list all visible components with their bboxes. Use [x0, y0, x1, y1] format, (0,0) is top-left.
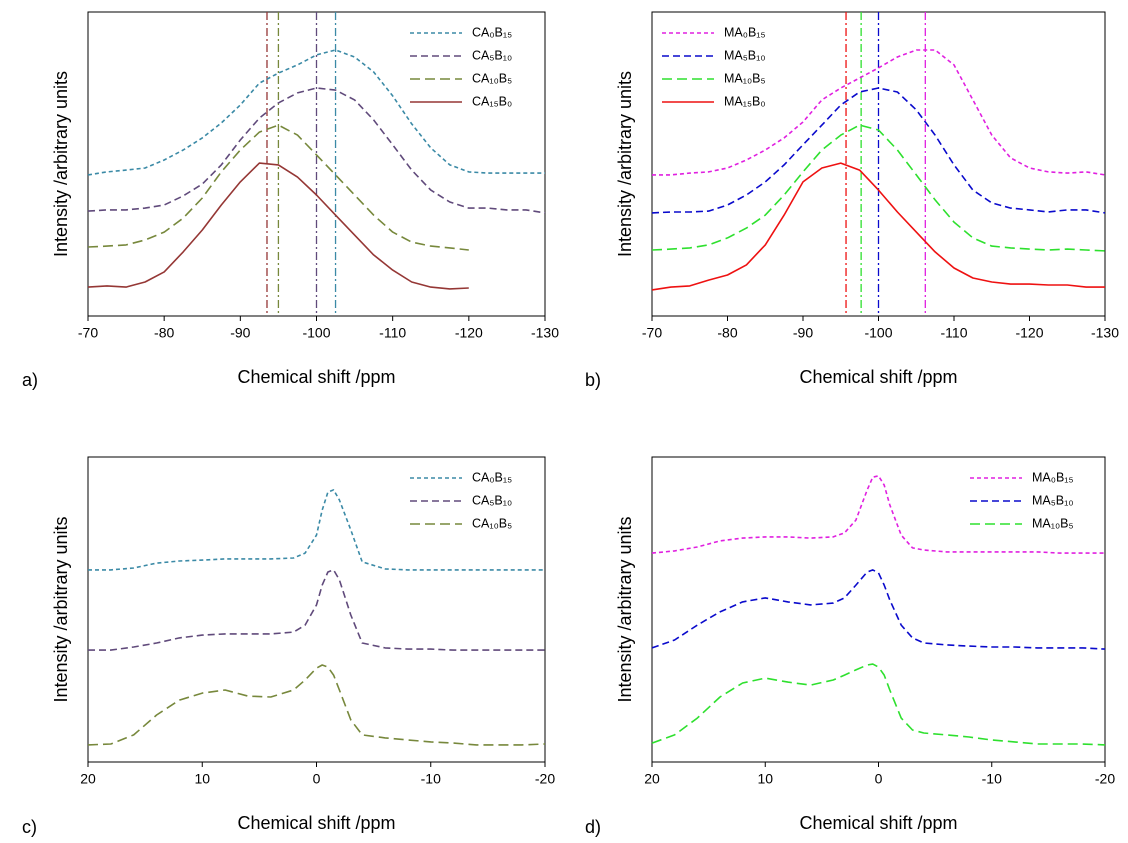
panel: -70 -80 -90 -100 -110 -120 -130 Chemical shift …: [585, 11, 1119, 390]
x-tick-label: -110: [379, 325, 406, 341]
legend-label: MA₀B₁₅: [724, 25, 766, 39]
x-tick-label: 10: [194, 771, 210, 787]
x-tick-label: -90: [793, 325, 813, 341]
legend-label: MA₁₀B₅: [724, 71, 766, 85]
y-axis-title: Intensity /arbitrary units: [615, 71, 635, 257]
legend-label: CA₁₅B₀: [472, 94, 512, 108]
panel: -70 -80 -90 -100 -110 -120 -130 Chemical shift …: [22, 11, 559, 390]
legend-label: CA₀B₁₅: [472, 25, 512, 39]
series-line: [651, 569, 1106, 650]
panel-label: b): [585, 370, 601, 390]
legend-label: MA₅B₁₀: [724, 48, 766, 62]
y-axis-title: Intensity /arbitrary units: [615, 516, 635, 702]
y-axis-title: Intensity /arbitrary units: [51, 516, 71, 702]
x-tick-label: 0: [313, 771, 321, 787]
panel-label: c): [22, 817, 37, 837]
x-tick-label: 20: [644, 771, 660, 787]
series-line: [651, 663, 1106, 746]
x-tick-label: -120: [455, 325, 483, 341]
x-axis-title: Chemical shift /ppm: [799, 813, 957, 833]
series-line: [87, 124, 469, 251]
x-tick-label: 20: [80, 771, 96, 787]
x-tick-label: -10: [982, 771, 1002, 787]
x-tick-label: -110: [941, 325, 968, 341]
x-tick-label: -90: [230, 325, 250, 341]
series-line: [651, 475, 1105, 554]
x-tick-label: -130: [1091, 325, 1119, 341]
series-line: [87, 664, 546, 746]
x-tick-label: -80: [717, 325, 737, 341]
x-tick-label: -120: [1015, 325, 1043, 341]
x-axis-title: Chemical shift /ppm: [799, 367, 957, 387]
legend-label: CA₁₀B₅: [472, 516, 512, 530]
series-line: [88, 569, 545, 651]
legend-label: CA₅B₁₀: [472, 493, 512, 507]
x-tick-label: -130: [531, 325, 559, 341]
legend-label: MA₁₀B₅: [1032, 516, 1074, 530]
series-line: [651, 162, 1105, 291]
series-line: [88, 489, 545, 571]
legend-label: CA₀B₁₅: [472, 470, 512, 484]
legend-label: CA₅B₁₀: [472, 48, 512, 62]
panel-label: a): [22, 370, 38, 390]
series-line: [652, 49, 1106, 176]
x-tick-label: 10: [757, 771, 773, 787]
x-tick-label: -70: [78, 325, 98, 341]
x-tick-label: -70: [642, 325, 662, 341]
x-tick-label: -100: [864, 325, 892, 341]
x-tick-label: -80: [154, 325, 174, 341]
x-axis-title: Chemical shift /ppm: [237, 367, 395, 387]
x-tick-label: -20: [535, 771, 555, 787]
legend-label: MA₅B₁₀: [1032, 493, 1074, 507]
panel: 20 10 0 -10 -20 Chemical shift /ppm Intensity …: [585, 456, 1115, 837]
legend-label: CA₁₀B₅: [472, 71, 512, 85]
y-axis-title: Intensity /arbitrary units: [51, 71, 71, 257]
panel-label: d): [585, 817, 601, 837]
series-line: [87, 87, 546, 214]
series-line: [651, 87, 1106, 214]
series-line: [87, 49, 545, 176]
x-axis-title: Chemical shift /ppm: [237, 813, 395, 833]
series-line: [87, 162, 469, 290]
legend-label: MA₁₅B₀: [724, 94, 766, 108]
series-line: [651, 124, 1106, 252]
x-tick-label: -10: [421, 771, 441, 787]
panel: 20 10 0 -10 -20 Chemical shift /ppm Intensity …: [22, 456, 555, 837]
x-tick-label: -100: [302, 325, 330, 341]
x-tick-label: -20: [1095, 771, 1115, 787]
legend-label: MA₀B₁₅: [1032, 470, 1074, 484]
x-tick-label: 0: [875, 771, 883, 787]
